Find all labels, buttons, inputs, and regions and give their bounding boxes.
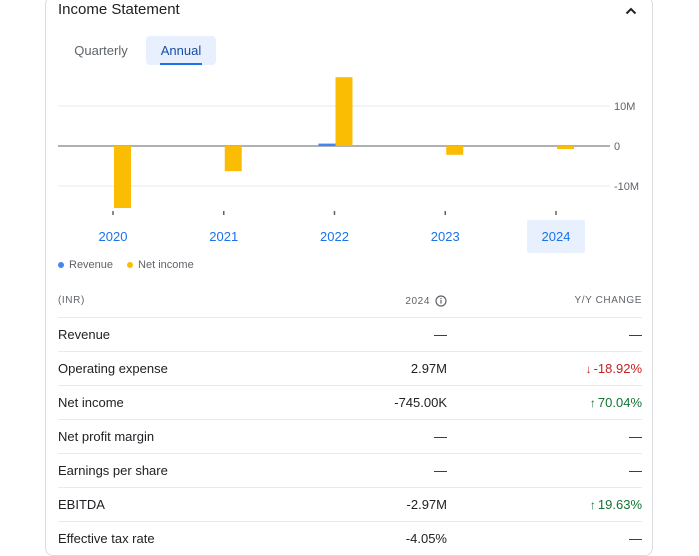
row-change-text: 19.63% [597, 497, 642, 512]
row-change: — [629, 531, 642, 546]
row-label: Net income [58, 395, 124, 410]
yoy-header: Y/Y CHANGE [574, 295, 642, 306]
row-value: -4.05% [405, 531, 447, 546]
table-header: (INR) 2024 Y/Y CHANGE [58, 286, 642, 317]
row-value: -745.00K [394, 395, 447, 410]
financial-table: (INR) 2024 Y/Y CHANGE Revenue — — Operating… [58, 286, 642, 555]
arrow-down-icon: ↓ [585, 361, 592, 376]
row-value: — [434, 463, 447, 478]
selected-year-highlight [527, 220, 585, 253]
tab-annual-label: Annual [160, 43, 202, 58]
table-row: Earnings per share — — [58, 453, 642, 487]
income-chart: 10M 0 -10M 2020 2021 2022 2023 2024 [58, 77, 639, 253]
year-header-label: 2024 [405, 295, 430, 307]
row-change: — [629, 327, 642, 342]
table-rows: Revenue — — Operating expense 2.97M ↓ -18.92% N… [58, 317, 642, 555]
x-tick-label-2024[interactable]: 2024 [542, 229, 571, 244]
row-value: -2.97M [406, 497, 447, 512]
x-tick-label-2020[interactable]: 2020 [99, 229, 128, 244]
row-change-text: — [629, 531, 642, 546]
row-change: ↑ 19.63% [590, 497, 642, 512]
table-row: EBITDA -2.97M ↑ 19.63% [58, 487, 642, 521]
x-tick-label-2023[interactable]: 2023 [431, 229, 460, 244]
table-row: Net profit margin — — [58, 419, 642, 453]
table-row: Operating expense 2.97M ↓ -18.92% [58, 351, 642, 385]
row-change: ↑ 70.04% [590, 395, 642, 410]
row-change: — [629, 463, 642, 478]
row-label: Net profit margin [58, 429, 155, 444]
x-tick-label-2022[interactable]: 2022 [320, 229, 349, 244]
row-label: Earnings per share [58, 463, 168, 478]
legend-dot-net-income [127, 262, 134, 268]
row-value: 2.97M [410, 361, 447, 376]
table-row: Revenue — — [58, 317, 642, 351]
legend-label-net-income: Net income [138, 259, 194, 271]
row-change-text: — [629, 327, 642, 342]
row-change: — [629, 429, 642, 444]
legend-label-revenue: Revenue [69, 259, 114, 271]
chevron-up-icon[interactable] [623, 3, 639, 19]
row-change-text: — [629, 463, 642, 478]
bar-net-income-2023 [446, 146, 464, 155]
bar-revenue-2022 [318, 143, 336, 146]
tab-annual-underline [160, 63, 202, 65]
tab-annual[interactable]: Annual [146, 36, 216, 65]
row-label: Operating expense [58, 361, 168, 376]
bar-net-income-2020 [114, 146, 131, 208]
tab-quarterly-label: Quarterly [74, 43, 128, 58]
row-value: — [434, 429, 447, 444]
x-tick-label-2021[interactable]: 2021 [209, 229, 238, 244]
row-change: ↓ -18.92% [586, 361, 642, 376]
row-value: — [434, 327, 447, 342]
row-change-text: -18.92% [593, 361, 642, 376]
legend-item-net-income: Net income [127, 259, 194, 271]
y-tick-label: 10M [614, 101, 635, 113]
chart-legend: Revenue Net income [58, 259, 208, 271]
row-change-text: 70.04% [597, 395, 642, 410]
row-label: EBITDA [58, 497, 105, 512]
tab-quarterly[interactable]: Quarterly [58, 36, 144, 65]
currency-header: (INR) [58, 295, 85, 306]
row-label: Effective tax rate [58, 531, 155, 546]
y-tick-label: 0 [614, 141, 620, 153]
row-label: Revenue [58, 327, 111, 342]
legend-item-revenue: Revenue [58, 259, 113, 271]
y-tick-label: -10M [614, 181, 639, 193]
arrow-up-icon: ↑ [589, 497, 596, 512]
bar-net-income-2021 [224, 146, 242, 172]
table-row: Net income -745.00K ↑ 70.04% [58, 385, 642, 419]
legend-dot-revenue [58, 262, 64, 268]
row-change-text: — [629, 429, 642, 444]
card-title: Income Statement [58, 1, 180, 18]
info-icon[interactable] [435, 295, 447, 307]
bar-net-income-2024 [557, 146, 574, 149]
bar-net-income-2022 [335, 77, 353, 146]
table-row: Effective tax rate -4.05% — [58, 521, 642, 555]
year-header: 2024 [405, 295, 447, 307]
arrow-up-icon: ↑ [589, 395, 596, 410]
